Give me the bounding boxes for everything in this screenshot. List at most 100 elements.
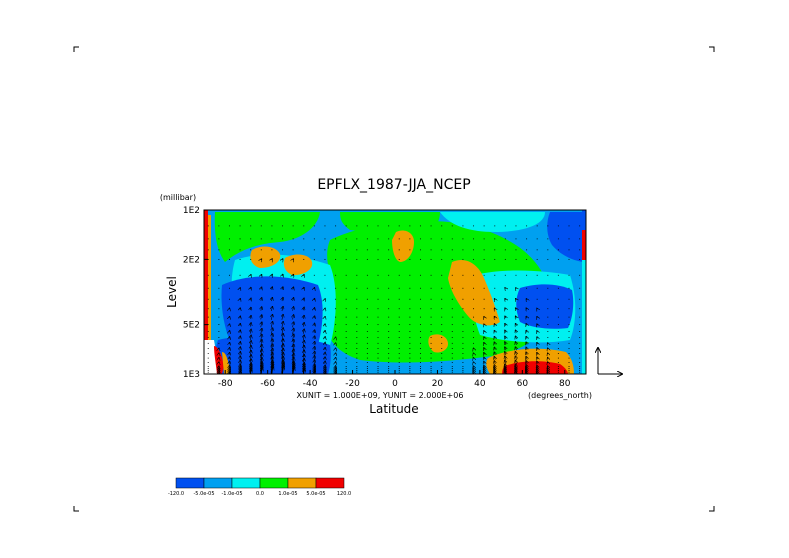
flux-arrow [484, 348, 485, 350]
flux-arrow [250, 307, 251, 310]
flux-arrow [537, 324, 538, 325]
colorbar-label: -1.0e-05 [222, 491, 243, 497]
flux-arrow [505, 336, 506, 339]
flux-arrow [537, 331, 538, 332]
flux-arrow [505, 316, 506, 318]
flux-arrow [526, 347, 527, 350]
flux-arrow [537, 373, 538, 374]
flux-arrow [282, 306, 283, 312]
flux-arrow [303, 323, 304, 327]
flux-arrow [293, 298, 294, 301]
flux-arrow [240, 352, 241, 356]
flux-arrow [282, 274, 283, 276]
flux-arrow [526, 308, 527, 309]
flux-arrow [526, 299, 527, 300]
flux-arrow [505, 352, 506, 356]
flux-arrow [515, 347, 516, 351]
flux-arrow [261, 322, 262, 328]
flux-arrow [526, 342, 527, 345]
flux-arrow [494, 357, 495, 360]
colorbar-label: 5.0e-05 [306, 491, 325, 497]
flux-arrow [303, 307, 304, 310]
flux-arrow [484, 343, 485, 344]
flux-arrow [240, 342, 241, 346]
colorbar-label: -5.0e-05 [194, 491, 215, 497]
flux-arrow [505, 288, 506, 289]
flux-arrow [537, 348, 538, 350]
flux-arrow [537, 353, 538, 355]
flux-arrow [293, 322, 294, 328]
flux-arrow [261, 287, 262, 289]
flux-arrow [282, 321, 283, 328]
x-tick-label: -60 [260, 379, 275, 389]
flux-arrow [516, 288, 517, 289]
flux-arrow [516, 299, 517, 300]
flux-arrow [240, 336, 241, 339]
flux-arrow [271, 297, 272, 302]
x-tick-label: -20 [345, 379, 360, 389]
flux-arrow [240, 347, 241, 351]
flux-arrow [271, 322, 272, 328]
flux-arrow [526, 372, 527, 374]
flux-arrow [537, 337, 538, 339]
flux-arrow [271, 287, 272, 290]
flux-arrow [314, 371, 315, 374]
flux-arrow [293, 315, 294, 320]
flux-arrow [293, 259, 294, 260]
flux-arrow [250, 287, 251, 289]
flux-arrow [484, 361, 485, 363]
flux-arrow [494, 308, 495, 309]
colorbar-swatch [175, 477, 205, 489]
flux-arrow [515, 336, 516, 339]
flux-arrow [515, 316, 516, 318]
flux-arrow [494, 361, 495, 364]
flux-arrow [293, 287, 294, 289]
flux-arrow [303, 315, 304, 319]
flux-arrow [314, 330, 315, 333]
flux-arrow [484, 357, 485, 359]
flux-arrow [272, 274, 273, 276]
flux-arrow [303, 275, 304, 276]
flux-arrow [494, 299, 495, 300]
flux-arrow [314, 336, 315, 340]
flux-arrow [250, 335, 251, 341]
flux-arrow [526, 316, 527, 318]
y-tick-label: 2E2 [183, 255, 200, 265]
flux-arrow [494, 316, 495, 317]
flux-arrow [515, 342, 516, 345]
chart-title: EPFLX_1987-JJA_NCEP [317, 177, 470, 193]
flux-arrow [494, 342, 495, 344]
flux-arrow [505, 308, 506, 310]
flux-arrow [282, 367, 284, 374]
flux-arrow [505, 342, 506, 345]
flux-arrow [526, 336, 527, 338]
y-tick-label: 1E2 [183, 206, 200, 216]
flux-arrow [250, 323, 251, 327]
flux-arrow [537, 342, 538, 344]
flux-arrow [484, 337, 485, 338]
colorbar-swatch [259, 477, 289, 489]
flux-arrow [250, 370, 251, 374]
flux-arrow [515, 352, 516, 356]
vector-unit-text: XUNIT = 1.000E+09, YUNIT = 2.000E+06 [297, 391, 464, 400]
colorbar-swatch [287, 477, 317, 489]
y-tick-label: 1E3 [183, 370, 200, 380]
flux-arrow [250, 329, 251, 334]
flux-arrow [494, 337, 495, 339]
x-axis-units: (degrees_north) [528, 391, 592, 400]
flux-arrow [303, 370, 304, 374]
flux-arrow [292, 368, 294, 374]
flux-arrow [505, 330, 506, 332]
y-axis: 1E2 2E2 5E2 1E3 [183, 206, 208, 380]
flux-arrow [282, 287, 283, 290]
flux-arrow [484, 331, 485, 332]
flux-arrow [261, 315, 262, 320]
flux-arrow [526, 356, 527, 359]
flux-arrow [293, 307, 294, 311]
flux-arrow [240, 371, 241, 374]
flux-arrow [271, 307, 272, 312]
x-tick-label: 20 [432, 379, 444, 389]
reference-vector-key [598, 348, 622, 374]
flux-arrow [271, 314, 272, 320]
